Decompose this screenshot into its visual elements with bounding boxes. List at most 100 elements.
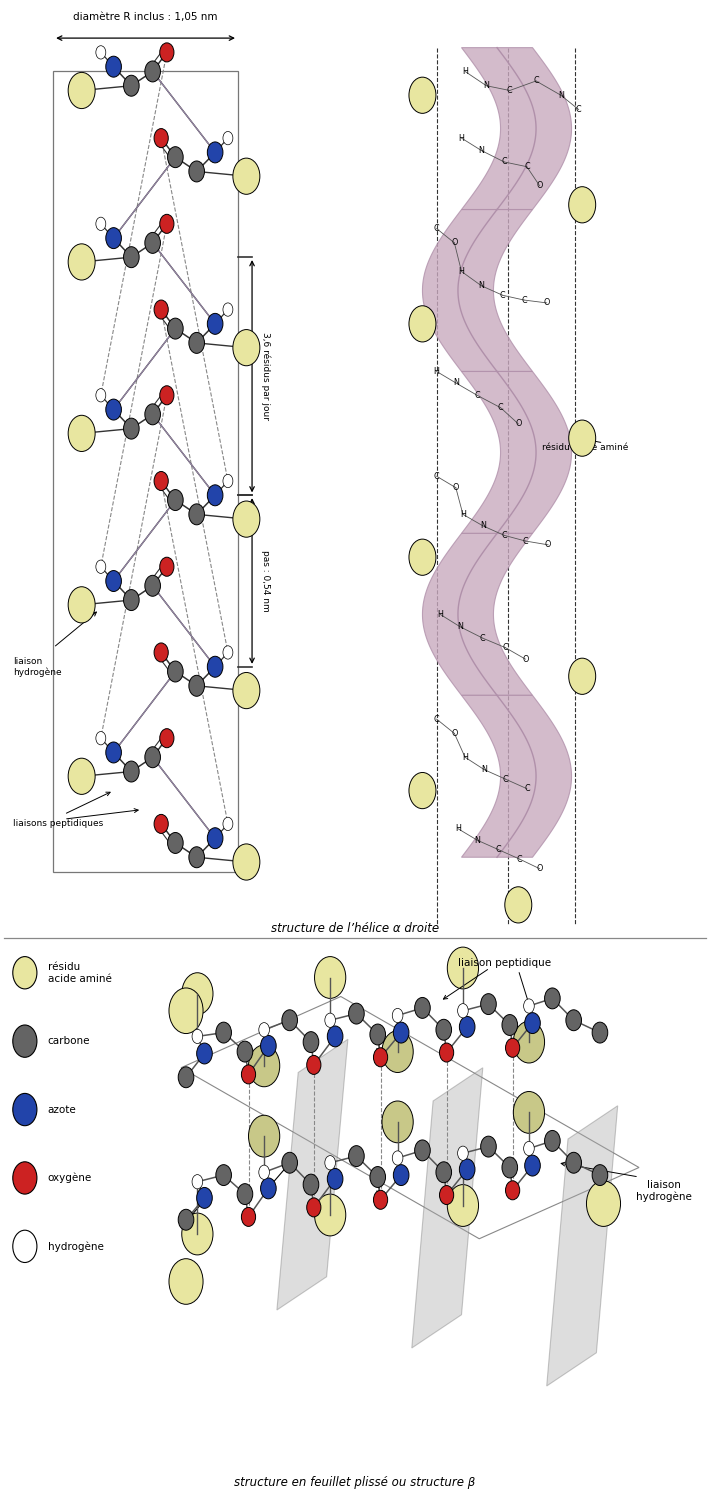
Circle shape xyxy=(233,672,260,708)
Text: C: C xyxy=(503,644,508,652)
Circle shape xyxy=(409,772,436,808)
Circle shape xyxy=(506,1038,520,1058)
Circle shape xyxy=(168,489,183,510)
Circle shape xyxy=(168,147,183,168)
Text: N: N xyxy=(481,765,487,774)
Text: résidu
acide aminé: résidu acide aminé xyxy=(48,962,111,984)
Text: N: N xyxy=(479,282,484,291)
Circle shape xyxy=(392,1008,403,1023)
Circle shape xyxy=(349,1146,364,1167)
Circle shape xyxy=(182,974,213,1014)
Text: N: N xyxy=(453,378,459,387)
Text: O: O xyxy=(523,654,528,663)
Circle shape xyxy=(447,946,479,988)
Circle shape xyxy=(154,300,168,320)
Circle shape xyxy=(513,1022,545,1064)
Text: oxygène: oxygène xyxy=(48,1173,92,1184)
Circle shape xyxy=(160,386,174,405)
Circle shape xyxy=(192,1029,203,1044)
Circle shape xyxy=(481,1136,496,1156)
Circle shape xyxy=(459,1017,475,1038)
Circle shape xyxy=(569,420,596,456)
Circle shape xyxy=(168,833,183,854)
Circle shape xyxy=(409,76,436,114)
Circle shape xyxy=(327,1168,343,1190)
Polygon shape xyxy=(277,1040,348,1310)
Circle shape xyxy=(259,1166,270,1179)
Text: diamètre R inclus : 1,05 nm: diamètre R inclus : 1,05 nm xyxy=(73,12,218,22)
Polygon shape xyxy=(462,48,572,210)
Circle shape xyxy=(106,228,121,249)
Circle shape xyxy=(569,658,596,694)
Circle shape xyxy=(154,471,168,490)
Circle shape xyxy=(373,1048,388,1066)
Circle shape xyxy=(68,244,95,280)
Circle shape xyxy=(439,1185,454,1204)
Circle shape xyxy=(216,1022,231,1042)
Circle shape xyxy=(307,1056,321,1074)
Circle shape xyxy=(524,1142,535,1155)
Circle shape xyxy=(13,1230,37,1263)
Circle shape xyxy=(13,957,37,988)
Circle shape xyxy=(237,1041,253,1062)
Circle shape xyxy=(415,1140,430,1161)
Circle shape xyxy=(545,1131,560,1152)
Circle shape xyxy=(145,232,160,254)
Text: C: C xyxy=(576,105,581,114)
Circle shape xyxy=(415,998,430,1018)
Circle shape xyxy=(124,75,139,96)
Circle shape xyxy=(124,760,139,782)
Circle shape xyxy=(169,988,203,1033)
Circle shape xyxy=(145,62,160,82)
Circle shape xyxy=(382,1030,413,1072)
Circle shape xyxy=(457,1004,469,1019)
Circle shape xyxy=(68,758,95,795)
Circle shape xyxy=(189,675,204,696)
Circle shape xyxy=(525,1013,540,1034)
Text: C: C xyxy=(533,76,539,86)
Text: N: N xyxy=(480,522,486,531)
Text: hydrogène: hydrogène xyxy=(48,1240,104,1251)
Circle shape xyxy=(96,388,106,402)
Circle shape xyxy=(237,1184,253,1204)
Circle shape xyxy=(248,1046,280,1086)
Text: C: C xyxy=(517,855,523,864)
Circle shape xyxy=(207,314,223,334)
Text: H: H xyxy=(460,510,466,519)
Text: structure de l’hélice α droite: structure de l’hélice α droite xyxy=(271,922,439,934)
Circle shape xyxy=(307,1198,321,1216)
Text: liaison peptidique: liaison peptidique xyxy=(457,958,551,969)
Circle shape xyxy=(502,1156,518,1178)
Circle shape xyxy=(505,886,532,922)
Circle shape xyxy=(282,1010,297,1031)
Circle shape xyxy=(409,306,436,342)
Circle shape xyxy=(124,419,139,440)
Circle shape xyxy=(506,1180,520,1200)
Polygon shape xyxy=(462,372,572,534)
Text: liaison
hydrogène: liaison hydrogène xyxy=(636,1180,692,1203)
Circle shape xyxy=(13,1094,37,1125)
Circle shape xyxy=(160,556,174,576)
Circle shape xyxy=(223,818,233,831)
Circle shape xyxy=(233,330,260,366)
Circle shape xyxy=(189,333,204,354)
Circle shape xyxy=(197,1188,212,1209)
Circle shape xyxy=(439,1042,454,1062)
Circle shape xyxy=(349,1004,364,1025)
Circle shape xyxy=(524,999,535,1012)
Circle shape xyxy=(223,474,233,488)
Text: C: C xyxy=(500,291,506,300)
Text: N: N xyxy=(479,146,484,154)
Circle shape xyxy=(459,1160,475,1180)
Circle shape xyxy=(189,847,204,867)
Circle shape xyxy=(96,45,106,58)
Circle shape xyxy=(160,214,174,234)
Text: C: C xyxy=(507,86,513,94)
Text: H: H xyxy=(434,368,439,376)
Circle shape xyxy=(154,644,168,662)
Text: O: O xyxy=(452,729,457,738)
Text: H: H xyxy=(455,824,461,833)
Circle shape xyxy=(106,399,121,420)
Circle shape xyxy=(189,504,204,525)
Circle shape xyxy=(393,1022,409,1042)
